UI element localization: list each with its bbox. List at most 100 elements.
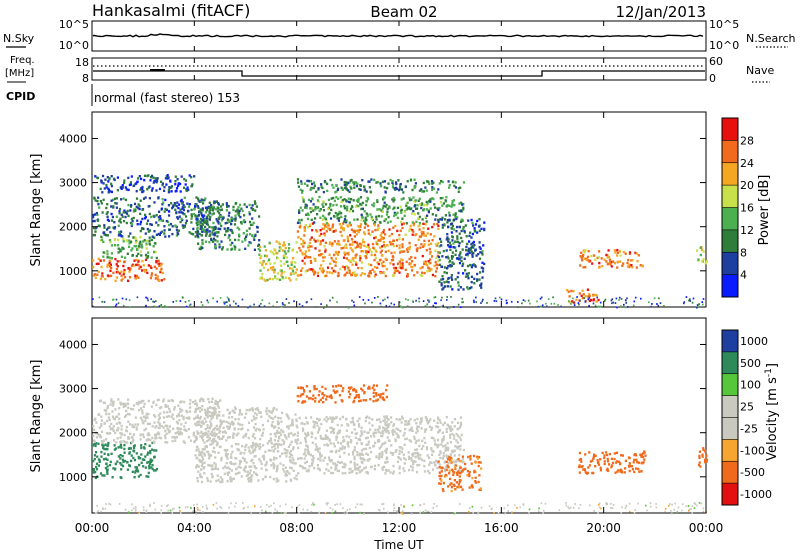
velocity-cell [370, 465, 373, 469]
power-cell [342, 222, 345, 225]
power-cell [340, 225, 343, 228]
velocity-cell [95, 465, 98, 469]
velocity-cell [275, 442, 278, 446]
power-cell [353, 271, 356, 274]
velocity-cell [251, 458, 254, 462]
power-cell [396, 269, 399, 273]
power-cell [482, 244, 485, 247]
velocity-cell [132, 425, 135, 429]
power-cell [414, 256, 417, 260]
power-cell [183, 225, 186, 228]
power-cell [406, 207, 409, 210]
velocity-cell [216, 442, 219, 445]
power-cell [425, 249, 428, 252]
velocity-cell [123, 433, 126, 437]
power-cell [468, 287, 472, 290]
velocity-cell [239, 452, 242, 455]
power-cell [109, 263, 112, 266]
power-cell [148, 197, 151, 200]
velocity-cell [464, 462, 467, 466]
power-cell [157, 224, 160, 227]
power-cell [402, 222, 405, 225]
power-cell [388, 206, 391, 209]
velocity-cell [157, 414, 160, 417]
velocity-cell [272, 417, 275, 420]
velocity-cell [631, 468, 634, 471]
power-cell [138, 175, 141, 178]
velocity-cell [304, 416, 308, 419]
velocity-cell [361, 389, 364, 392]
power-cell [140, 177, 143, 181]
power-cell [194, 231, 197, 234]
velocity-cell [255, 467, 258, 470]
velocity-cell [320, 454, 323, 457]
power-cell [347, 269, 350, 272]
velocity-cell [293, 433, 296, 436]
velocity-cell [386, 436, 389, 439]
power-cell [626, 297, 628, 300]
power-cell [440, 244, 443, 247]
velocity-cell [425, 418, 428, 421]
power-cell [434, 206, 437, 209]
velocity-cell [306, 431, 310, 435]
velocity-cell [584, 453, 587, 456]
velocity-cell [635, 458, 638, 461]
velocity-cell [411, 454, 414, 457]
velocity-cell [134, 466, 137, 469]
power-cell [471, 221, 474, 225]
power-cell [295, 251, 298, 254]
power-cell [460, 210, 463, 213]
power-cell [114, 257, 117, 261]
power-cell [198, 210, 201, 213]
velocity-cell [153, 449, 156, 452]
power-cell [342, 246, 345, 250]
velocity-cell [392, 424, 395, 427]
power-cell [454, 181, 457, 184]
velocity-cell [392, 428, 395, 431]
velocity-cell [128, 452, 131, 455]
velocity-cell [303, 457, 306, 460]
power-cell [361, 261, 364, 264]
velocity-cell [439, 477, 442, 481]
velocity-cell [381, 453, 384, 456]
power-cell [331, 242, 334, 245]
power-cell [139, 199, 142, 202]
velocity-cell [377, 457, 381, 460]
velocity-cell [474, 480, 477, 483]
velocity-cell [271, 446, 274, 449]
velocity-cell [230, 456, 233, 459]
velocity-cell [201, 405, 204, 408]
power-cell [310, 218, 313, 222]
power-cell [399, 183, 402, 186]
velocity-cell [123, 402, 127, 406]
velocity-cell [230, 462, 233, 465]
power-cell [399, 305, 402, 308]
power-marks [92, 174, 708, 309]
power-cell [360, 207, 363, 211]
velocity-cell [141, 421, 144, 424]
velocity-cell [193, 417, 196, 420]
power-cell [431, 239, 434, 242]
freq-tick-top: 18 [75, 56, 89, 69]
y-tick-label: 4000 [59, 132, 87, 145]
power-cell [298, 246, 301, 250]
velocity-cell [302, 400, 305, 404]
power-cell [195, 196, 198, 199]
power-cell [106, 228, 109, 231]
power-cell [625, 302, 627, 304]
power-cell [280, 274, 283, 277]
power-cell [476, 231, 479, 234]
velocity-cell [478, 456, 481, 459]
power-cell [114, 305, 117, 307]
power-cell [232, 205, 235, 209]
power-cell [386, 186, 389, 190]
velocity-cell [328, 438, 331, 441]
velocity-cell [204, 431, 208, 434]
power-cell [371, 301, 373, 304]
power-cell [376, 199, 379, 202]
power-cell [460, 236, 463, 240]
power-cell [446, 204, 449, 207]
power-cell [361, 179, 364, 182]
power-cell [624, 299, 627, 301]
power-cell [374, 236, 377, 239]
